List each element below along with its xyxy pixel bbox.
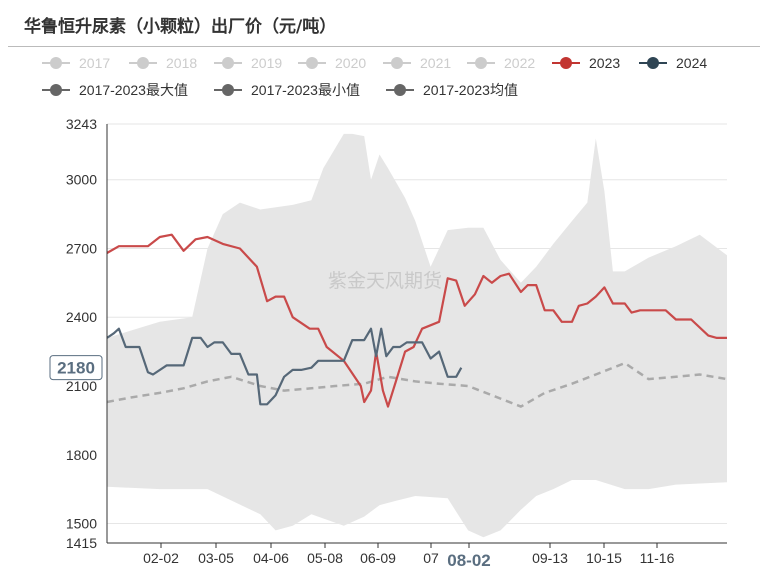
- legend-label: 2017-2023均值: [423, 82, 518, 98]
- y-axis-pointer-box: [49, 355, 103, 381]
- legend-marker: [50, 84, 62, 96]
- min-max-band: [107, 133, 727, 538]
- legend-label: 2021: [420, 55, 451, 71]
- axes: 3243 3000 2700 2400 2100 1800 1500 1415 02-02 03-…: [49, 116, 727, 570]
- y-tick-label: 2700: [66, 240, 97, 256]
- x-tick-label: 09-13: [532, 550, 568, 566]
- legend-label: 2017-2023最小值: [251, 82, 360, 98]
- y-tick-label: 3000: [66, 172, 97, 188]
- legend-item-2020: 2020: [298, 55, 366, 71]
- legend-label: 2019: [251, 55, 282, 71]
- y-tick-label: 3243: [66, 116, 97, 132]
- legend-marker: [222, 84, 234, 96]
- legend-marker: [475, 57, 487, 69]
- legend-label: 2022: [504, 55, 535, 71]
- legend-label: 2023: [589, 55, 620, 71]
- legend-item-stat-0: 2017-2023最大值: [42, 82, 188, 98]
- title-divider: [8, 46, 760, 47]
- x-tick-label: 02-02: [143, 550, 179, 566]
- x-tick-label: 07: [423, 550, 439, 566]
- y-tick-label: 2400: [66, 309, 97, 325]
- x-tick-label: 05-08: [307, 550, 343, 566]
- legend: 2017 2018 2019 2020 2021 2022 2023 2024 2017-202…: [42, 55, 707, 98]
- x-tick-label: 10-15: [586, 550, 622, 566]
- legend-item-stat-1: 2017-2023最小值: [214, 82, 360, 98]
- y-tick-label: 1415: [66, 535, 97, 551]
- mean-line: [106, 361, 728, 408]
- y-tick-label: 1800: [66, 447, 97, 463]
- x-tick-label: 06-09: [360, 550, 396, 566]
- legend-marker: [394, 84, 406, 96]
- legend-item-2017: 2017: [42, 55, 110, 71]
- legend-marker: [647, 57, 659, 69]
- legend-item-2021: 2021: [383, 55, 451, 71]
- legend-label: 2024: [676, 55, 707, 71]
- watermark: 紫金天风期货: [328, 270, 442, 292]
- legend-item-2023: 2023: [552, 55, 620, 71]
- legend-marker: [306, 57, 318, 69]
- legend-item-stat-2: 2017-2023均值: [386, 82, 518, 98]
- x-tick-label: 03-05: [198, 550, 234, 566]
- legend-item-2022: 2022: [467, 55, 535, 71]
- y-axis-pointer: 2180: [49, 355, 103, 381]
- series-2024-line: [106, 327, 463, 406]
- legend-label: 2020: [335, 55, 366, 71]
- x-tick-label: 11-16: [640, 550, 675, 566]
- legend-label: 2017-2023最大值: [79, 82, 188, 98]
- legend-marker: [391, 57, 403, 69]
- x-axis-pointer-label: 08-02: [447, 551, 490, 570]
- legend-item-2018: 2018: [129, 55, 197, 71]
- legend-marker: [222, 57, 234, 69]
- legend-marker: [137, 57, 149, 69]
- y-tick-label: 2100: [66, 378, 97, 394]
- chart-title: 华鲁恒升尿素（小颗粒）出厂价（元/吨）: [24, 17, 337, 37]
- plot-area: 紫金天风期货 3243 3000 2700 2400 2100 1800 1500 1415 0…: [49, 116, 728, 570]
- legend-marker: [560, 57, 572, 69]
- legend-label: 2017: [79, 55, 110, 71]
- x-tick-label: 04-06: [253, 550, 289, 566]
- legend-item-2019: 2019: [214, 55, 282, 71]
- legend-marker: [50, 57, 62, 69]
- series-2023-line: [106, 233, 727, 408]
- series-lines: [106, 233, 728, 408]
- y-tick-label: 1500: [66, 516, 97, 532]
- legend-item-2024: 2024: [639, 55, 707, 71]
- y-axis-pointer-label: 2180: [57, 359, 95, 378]
- legend-label: 2018: [166, 55, 197, 71]
